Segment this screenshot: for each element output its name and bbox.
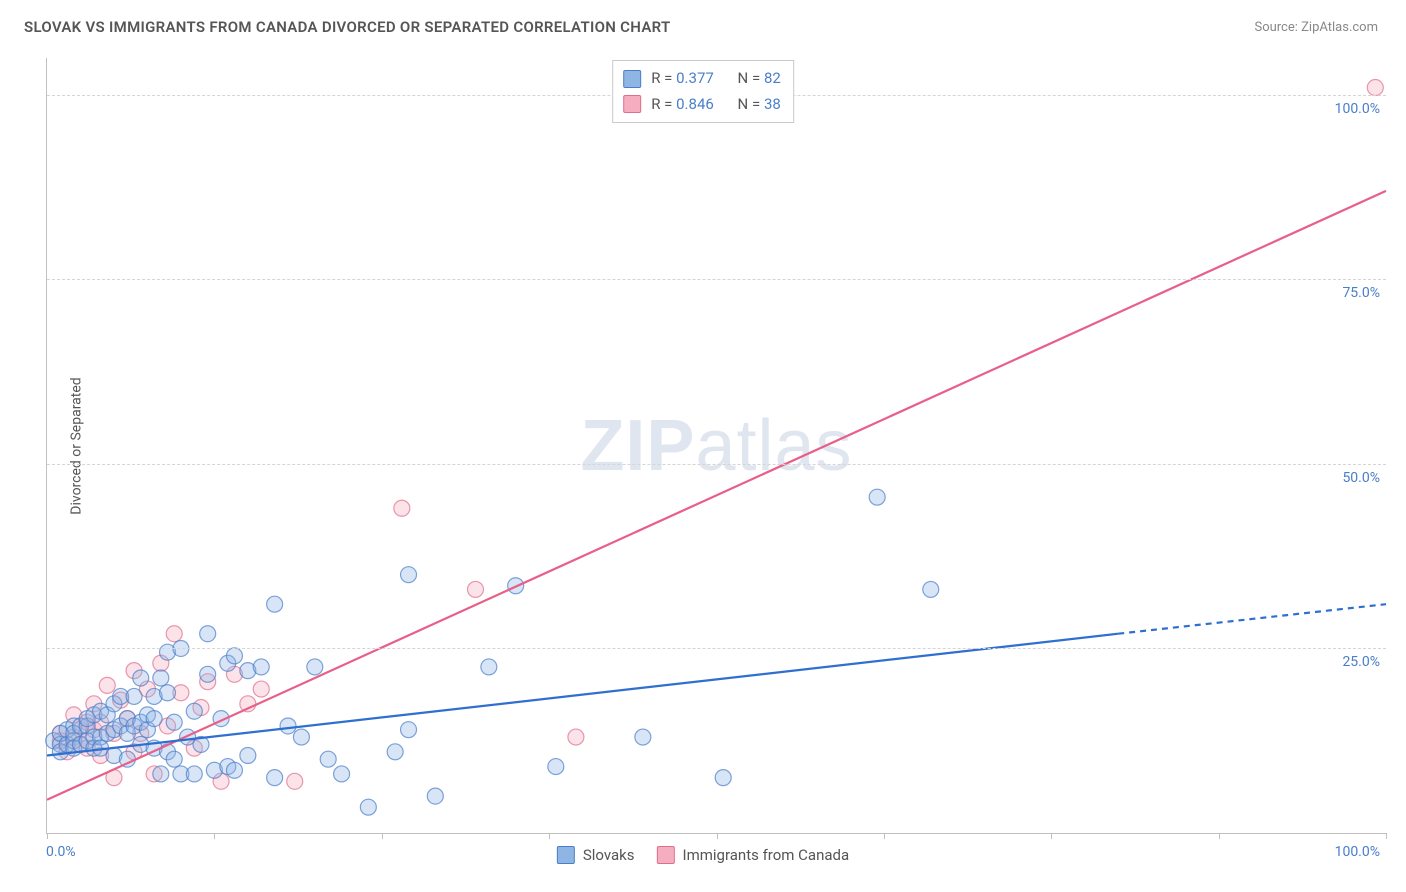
swatch-pink-icon — [657, 846, 675, 864]
data-point — [240, 748, 256, 764]
y-tick-label: 100.0% — [1335, 101, 1380, 117]
data-point — [923, 581, 939, 597]
x-tick — [549, 833, 550, 839]
x-tick-left: 0.0% — [46, 844, 76, 860]
data-point — [153, 766, 169, 782]
gridline — [47, 648, 1386, 649]
data-point — [146, 711, 162, 727]
data-point — [153, 670, 169, 686]
data-point — [427, 788, 443, 804]
data-point — [387, 744, 403, 760]
data-point — [1367, 80, 1383, 96]
data-point — [401, 722, 417, 738]
x-tick — [1386, 833, 1387, 839]
data-point — [133, 670, 149, 686]
data-point — [287, 773, 303, 789]
data-point — [166, 626, 182, 642]
data-point — [320, 751, 336, 767]
y-tick-label: 50.0% — [1342, 470, 1380, 486]
data-point — [869, 489, 885, 505]
trend-line — [47, 191, 1386, 800]
stats-legend: R = 0.377 N = 82 R = 0.846 N = 38 — [612, 60, 794, 123]
trend-line — [1118, 604, 1386, 634]
source-link[interactable]: ZipAtlas.com — [1301, 20, 1378, 35]
legend-label-blue: Slovaks — [583, 846, 635, 864]
plot-area: ZIPatlas 25.0%50.0%75.0%100.0% — [46, 58, 1386, 834]
data-point — [200, 666, 216, 682]
legend-label-pink: Immigrants from Canada — [683, 846, 850, 864]
series-legend: Slovaks Immigrants from Canada — [557, 846, 849, 864]
data-point — [166, 714, 182, 730]
data-point — [99, 677, 115, 693]
stats-row-blue: R = 0.377 N = 82 — [623, 66, 781, 92]
gridline — [47, 279, 1386, 280]
x-tick — [884, 833, 885, 839]
data-point — [160, 685, 176, 701]
x-tick — [1051, 833, 1052, 839]
data-point — [166, 751, 182, 767]
swatch-pink — [623, 95, 641, 113]
x-tick-right: 100.0% — [1335, 844, 1380, 860]
x-tick — [1219, 833, 1220, 839]
y-tick-label: 25.0% — [1342, 654, 1380, 670]
data-point — [253, 659, 269, 675]
x-tick — [47, 833, 48, 839]
data-point — [280, 718, 296, 734]
data-point — [253, 681, 269, 697]
legend-item-blue: Slovaks — [557, 846, 635, 864]
data-point — [635, 729, 651, 745]
x-tick — [382, 833, 383, 839]
x-tick — [717, 833, 718, 839]
chart-title: SLOVAK VS IMMIGRANTS FROM CANADA DIVORCE… — [24, 18, 671, 36]
source-label: Source: ZipAtlas.com — [1254, 20, 1378, 35]
swatch-blue — [623, 70, 641, 88]
data-point — [293, 729, 309, 745]
data-point — [715, 770, 731, 786]
chart-container: SLOVAK VS IMMIGRANTS FROM CANADA DIVORCE… — [0, 0, 1406, 892]
data-point — [334, 766, 350, 782]
data-point — [467, 581, 483, 597]
data-point — [568, 729, 584, 745]
data-point — [200, 626, 216, 642]
stats-row-pink: R = 0.846 N = 38 — [623, 92, 781, 118]
swatch-blue-icon — [557, 846, 575, 864]
gridline — [47, 464, 1386, 465]
data-point — [307, 659, 323, 675]
legend-item-pink: Immigrants from Canada — [657, 846, 850, 864]
data-point — [481, 659, 497, 675]
y-tick-label: 75.0% — [1342, 285, 1380, 301]
data-point — [226, 762, 242, 778]
data-point — [267, 770, 283, 786]
data-point — [401, 567, 417, 583]
data-point — [226, 648, 242, 664]
x-tick — [214, 833, 215, 839]
data-point — [267, 596, 283, 612]
plot-svg — [47, 58, 1386, 833]
data-point — [186, 766, 202, 782]
data-point — [394, 500, 410, 516]
data-point — [360, 799, 376, 815]
data-point — [186, 703, 202, 719]
data-point — [548, 759, 564, 775]
data-point — [126, 688, 142, 704]
